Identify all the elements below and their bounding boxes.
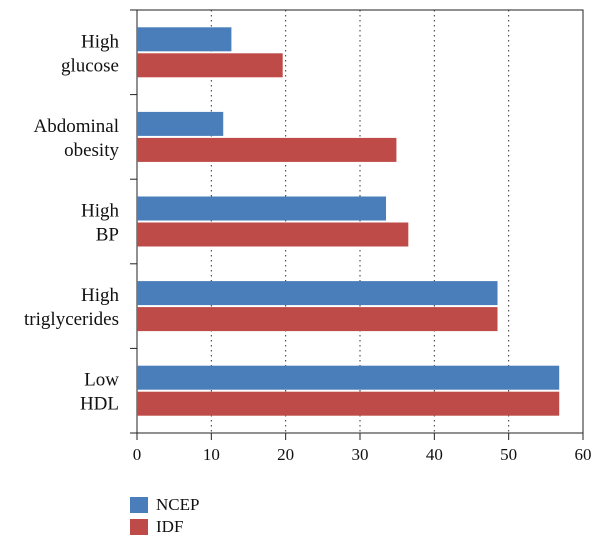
x-tick-label-4: 40 — [426, 445, 443, 464]
category-label-1-0: Abdominal — [34, 116, 120, 137]
legend-item-idf: IDF — [130, 516, 199, 538]
bar-ncep-2 — [137, 196, 387, 221]
bar-idf-4 — [137, 391, 560, 416]
bar-idf-1 — [137, 137, 397, 162]
legend: NCEP IDF — [130, 494, 199, 538]
x-tick-label-6: 60 — [575, 445, 592, 464]
x-tick-label-0: 0 — [133, 445, 142, 464]
bar-ncep-0 — [137, 27, 232, 52]
bar-ncep-3 — [137, 281, 498, 306]
category-label-4-1: HDL — [80, 394, 119, 415]
category-label-3-1: triglycerides — [24, 309, 119, 330]
category-label-2-1: BP — [96, 225, 119, 246]
x-tick-label-2: 20 — [277, 445, 294, 464]
x-tick-label-3: 30 — [352, 445, 369, 464]
bar-ncep-1 — [137, 111, 224, 136]
category-label-2-0: High — [81, 201, 120, 222]
legend-swatch-ncep — [130, 497, 148, 513]
category-label-1-1: obesity — [64, 140, 119, 161]
bar-idf-0 — [137, 53, 283, 78]
category-label-4-0: Low — [84, 370, 119, 391]
bar-ncep-4 — [137, 365, 560, 390]
bar-idf-2 — [137, 222, 409, 247]
legend-swatch-idf — [130, 519, 148, 535]
legend-item-ncep: NCEP — [130, 494, 199, 516]
category-label-0-0: High — [81, 31, 120, 52]
bar-idf-3 — [137, 307, 498, 332]
legend-label-idf: IDF — [156, 517, 184, 536]
x-tick-label-5: 50 — [500, 445, 517, 464]
category-label-0-1: glucose — [61, 55, 119, 76]
bar-chart: 0 10 20 30 40 50 60 High glucose Abdominal obesity… — [24, 9, 592, 464]
category-label-3-0: High — [81, 285, 120, 306]
x-tick-label-1: 10 — [203, 445, 220, 464]
legend-label-ncep: NCEP — [156, 495, 200, 514]
